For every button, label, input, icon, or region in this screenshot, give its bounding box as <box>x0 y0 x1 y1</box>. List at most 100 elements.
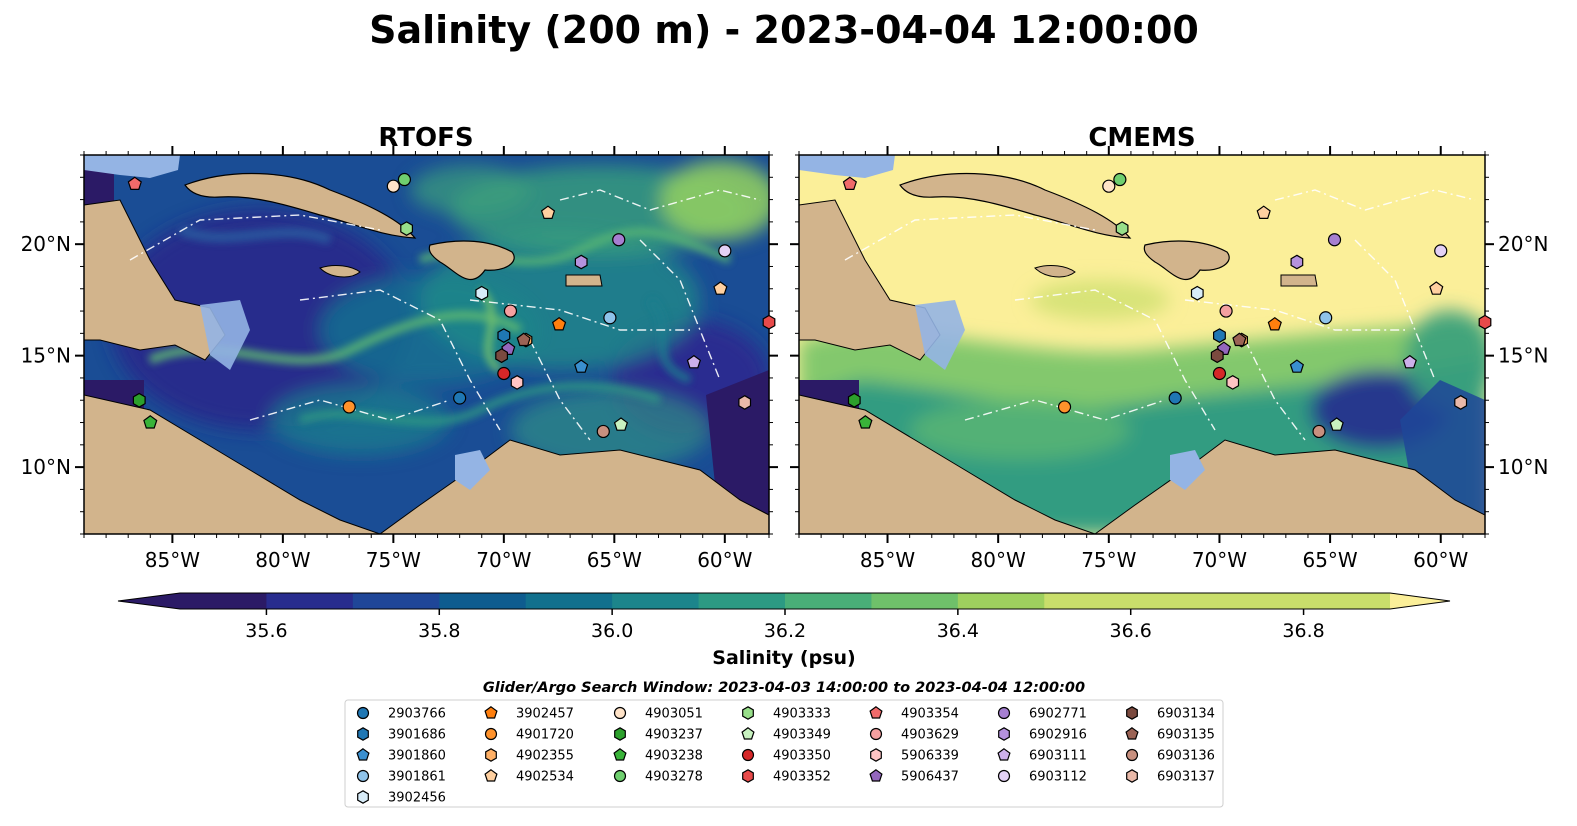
float-marker <box>718 244 732 258</box>
legend-marker <box>484 706 498 719</box>
legend-label: 4903278 <box>645 770 703 785</box>
float-marker <box>1212 366 1227 381</box>
float-marker <box>400 221 413 236</box>
float-marker <box>686 354 702 369</box>
legend-marker <box>997 769 1011 783</box>
float-marker <box>1434 244 1448 258</box>
float-marker <box>516 332 531 347</box>
x-tick-label: 85°W <box>145 548 200 572</box>
float-marker <box>762 314 776 330</box>
x-tick-label: 65°W <box>1302 548 1357 572</box>
legend-marker <box>357 790 369 804</box>
float-marker <box>475 285 489 301</box>
legend-label: 3902456 <box>388 791 446 806</box>
float-marker <box>1210 348 1224 364</box>
colorbar-segment <box>1217 593 1305 609</box>
colorbar-segment <box>439 593 527 609</box>
colorbar-segment <box>871 593 959 609</box>
colorbar-segment <box>957 593 1045 609</box>
rtofs-map: RTOFS <box>21 123 778 572</box>
rtofs-float-markers <box>127 172 776 439</box>
float-marker <box>1290 254 1304 270</box>
float-marker <box>1113 172 1127 187</box>
float-marker <box>713 281 728 295</box>
legend-label: 5906437 <box>901 770 959 785</box>
legend-label: 4902355 <box>516 749 574 764</box>
legend-marker <box>997 706 1011 720</box>
y-tick-label: 10°N <box>21 455 71 479</box>
colorbar-segment <box>1303 593 1391 609</box>
x-tick-label: 70°W <box>1192 548 1247 572</box>
legend-marker <box>614 727 626 741</box>
cmems-panel-title: CMEMS <box>1088 123 1195 153</box>
legend-marker <box>357 727 369 741</box>
float-marker <box>132 392 146 408</box>
legend-label: 6903135 <box>1157 728 1215 743</box>
legend-marker <box>870 748 882 762</box>
float-marker <box>1478 314 1492 330</box>
float-marker <box>612 233 626 247</box>
float-marker <box>1115 221 1129 236</box>
float-marker <box>1267 316 1282 331</box>
legend-marker <box>356 706 370 720</box>
float-marker <box>342 400 356 414</box>
y-tick-label: 15°N <box>21 344 71 368</box>
legend-marker <box>869 769 883 782</box>
colorbar-segment <box>180 593 267 609</box>
legend-marker <box>484 769 498 782</box>
colorbar-tick-label: 35.8 <box>418 620 460 642</box>
colorbar: 35.6 35.8 36.0 36.2 36.4 36.6 36.8 Salinity (p… <box>117 592 1451 669</box>
float-marker <box>574 254 588 270</box>
float-marker <box>1168 391 1182 405</box>
legend-marker <box>613 706 627 720</box>
legend-marker <box>356 769 370 783</box>
legend-marker <box>485 748 497 762</box>
float-marker <box>551 316 567 331</box>
legend-label: 4903629 <box>901 728 959 743</box>
legend-label: 3901861 <box>388 770 446 785</box>
float-marker <box>842 176 858 190</box>
colorbar-tick-label: 36.8 <box>1282 620 1324 642</box>
legend-marker <box>1126 769 1138 783</box>
legend-marker <box>356 748 370 761</box>
x-tick-label: 70°W <box>476 548 531 572</box>
legend-label: 4903238 <box>645 749 703 764</box>
float-marker <box>540 205 556 219</box>
colorbar-tick-label: 36.6 <box>1110 620 1152 642</box>
x-tick-label: 80°W <box>971 548 1026 572</box>
float-marker <box>1402 354 1417 369</box>
float-marker <box>1212 328 1226 343</box>
float-marker <box>495 348 508 364</box>
float-marker <box>613 417 629 431</box>
legend-label: 4903349 <box>773 728 831 743</box>
legend-label: 6903136 <box>1157 749 1215 764</box>
legend-label: 6903134 <box>1157 707 1215 722</box>
y-tick-label: 20°N <box>21 232 71 256</box>
float-marker <box>397 172 412 187</box>
legend-marker <box>1126 706 1138 720</box>
float-marker <box>1232 332 1247 347</box>
x-tick-label: 60°W <box>1413 548 1468 572</box>
float-marker <box>1319 311 1333 325</box>
float-marker <box>510 375 524 390</box>
legend-label: 6902916 <box>1029 728 1087 743</box>
legend-marker <box>869 727 883 741</box>
legend-label: 3901686 <box>388 728 446 743</box>
float-marker <box>738 395 752 410</box>
legend-marker <box>742 706 754 720</box>
figure-title: Salinity (200 m) - 2023-04-04 12:00:00 <box>369 8 1199 52</box>
legend-label: 4903354 <box>901 707 959 722</box>
legend-label: 4903051 <box>645 707 703 722</box>
float-marker <box>1312 424 1326 439</box>
legend-marker <box>1125 748 1139 762</box>
float-marker <box>143 415 158 429</box>
legend-label: 6902771 <box>1029 707 1087 722</box>
y-tick-label: 15°N <box>1498 344 1548 368</box>
legend-marker <box>613 769 627 783</box>
legend-label: 4901720 <box>516 728 574 743</box>
legend-label: 4902534 <box>516 770 574 785</box>
x-tick-label: 65°W <box>587 548 642 572</box>
legend-marker <box>742 769 754 783</box>
legend-label: 4903333 <box>773 707 831 722</box>
